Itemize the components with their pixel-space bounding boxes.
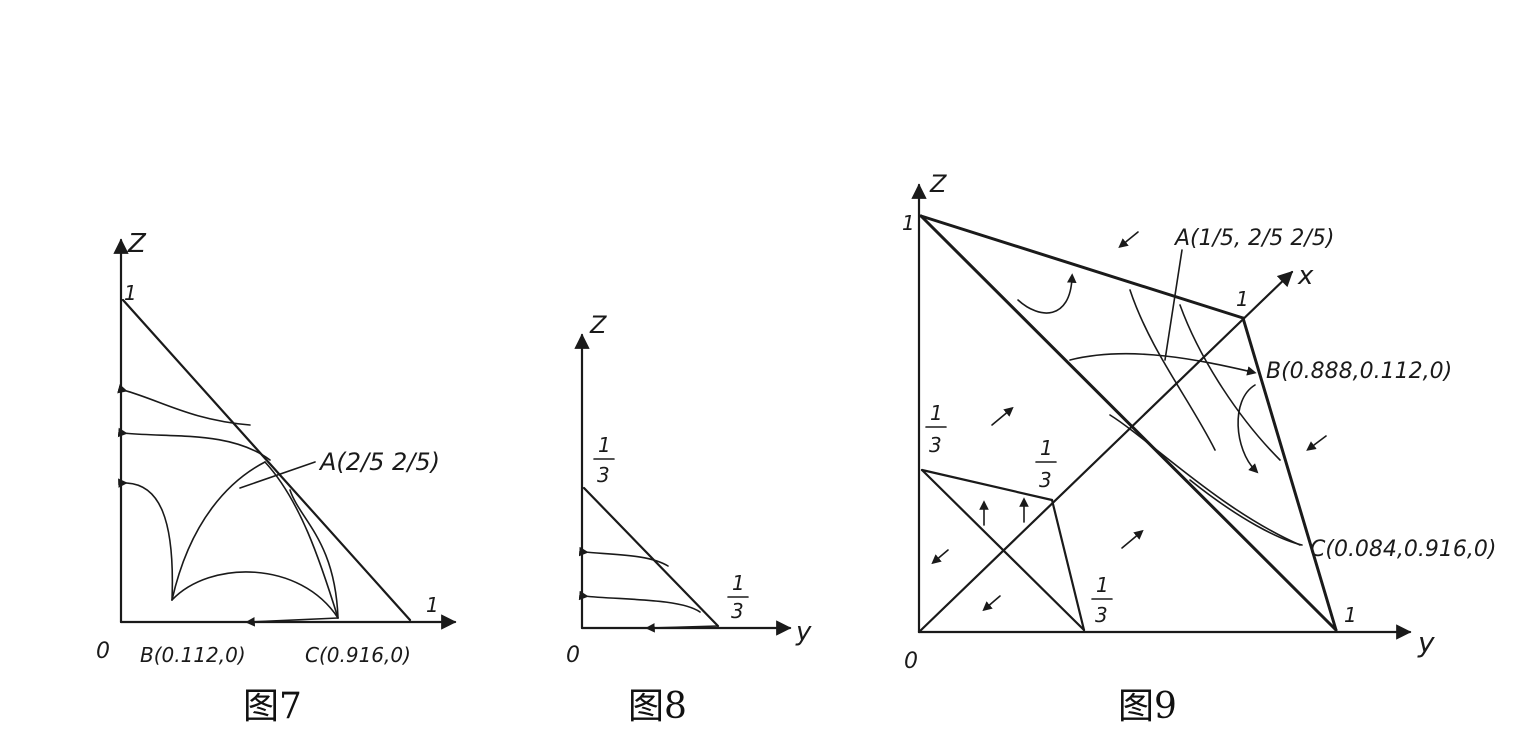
- figure-7: Z 1 1 0 A(2/5 2/5) B(0.112,0) C(0.916,0)…: [96, 229, 457, 727]
- fig7-y-tick: 1: [426, 593, 439, 617]
- fig9-a-leader: [1164, 249, 1183, 361]
- fig9-third-z-num: 1: [930, 401, 943, 425]
- fig7-point-b: B(0.112,0): [140, 643, 246, 667]
- fig8-z-label: Z: [589, 311, 607, 339]
- fig7-point-a: A(2/5 2/5): [318, 448, 440, 476]
- fig9-trajectory-1: [1017, 273, 1077, 314]
- fig9-inner-edge-zy: [920, 468, 1086, 632]
- fig7-point-c: C(0.916,0): [305, 643, 411, 667]
- fig8-trajectory-1: [578, 546, 669, 567]
- fig9-x-tick: 1: [1236, 287, 1249, 311]
- fig9-trajectory-5: [1237, 384, 1259, 474]
- fig9-edge-xy: [1241, 316, 1338, 632]
- fig7-trajectory-5: [264, 461, 339, 619]
- fig9-field-arrow-4: [1306, 435, 1327, 451]
- fig7-axis-flow: [245, 616, 339, 627]
- fig9-third-x-num: 1: [1040, 436, 1053, 460]
- fig9-third-y-den: 3: [1095, 603, 1108, 627]
- fig9-x-label: x: [1297, 261, 1314, 291]
- fig9-z-tick: 1: [902, 211, 915, 235]
- fig8-z-tick-den: 3: [597, 463, 610, 487]
- fig9-x-axis: [917, 270, 1294, 634]
- fig9-y-tick: 1: [1344, 603, 1357, 627]
- fig9-third-x-den: 3: [1039, 468, 1052, 492]
- fig9-z-label: Z: [929, 170, 947, 198]
- fig9-field-arrow-1: [1118, 231, 1139, 249]
- fig7-trajectory-4: [171, 461, 266, 601]
- fig9-point-b: B(0.888,0.112,0): [1266, 359, 1452, 384]
- fig9-edge-zy: [919, 214, 1338, 632]
- fig8-trajectory-2: [578, 590, 701, 613]
- fig7-trajectory-1: [117, 384, 251, 426]
- fig9-origin: 0: [904, 649, 918, 674]
- fig9-field-arrow-6: [982, 595, 1001, 612]
- fig9-point-c: C(0.084,0.916,0): [1310, 537, 1496, 562]
- fig7-trajectory-6: [171, 571, 339, 619]
- fig9-trajectory-7: [1189, 479, 1303, 546]
- figure-9: Z y x 0 1 1 1 1 3 1 3 1 3 A(1/5, 2/5 2/5…: [902, 170, 1496, 727]
- fig9-field-arrow-3: [1121, 529, 1144, 549]
- fig7-origin: 0: [96, 639, 110, 664]
- fig9-field-arrow-5: [931, 549, 949, 565]
- fig7-trajectory-2: [117, 427, 271, 461]
- fig9-trajectory-3: [1129, 289, 1216, 451]
- fig9-field-arrow-2: [991, 406, 1014, 426]
- fig9-inner-edge-zx: [920, 468, 1054, 502]
- fig8-axis-flow: [645, 623, 719, 633]
- fig9-point-a: A(1/5, 2/5 2/5): [1173, 226, 1334, 251]
- fig8-origin: 0: [566, 643, 580, 668]
- fig7-z-tick: 1: [124, 281, 137, 305]
- fig7-trajectory-7: [289, 489, 339, 619]
- fig9-trajectory-6: [1109, 414, 1301, 546]
- fig7-z-label: Z: [127, 229, 147, 259]
- fig8-z-tick-num: 1: [598, 433, 611, 457]
- fig9-third-z-den: 3: [929, 433, 942, 457]
- fig9-trajectory-2: [1069, 352, 1257, 376]
- fig8-boundary-line: [582, 486, 720, 628]
- fig7-trajectory-3: [118, 478, 174, 601]
- fig9-edge-zx: [919, 214, 1245, 320]
- figure-8: Z y 0 1 3 1 3 图8: [566, 311, 812, 727]
- fig8-y-label: y: [795, 617, 812, 647]
- fig9-third-y-num: 1: [1096, 573, 1109, 597]
- fig9-inner-edge-xy: [1050, 498, 1086, 632]
- fig7-a-leader: [239, 461, 316, 489]
- fig8-y-tick-den: 3: [731, 599, 744, 623]
- fig9-caption: 图9: [1118, 686, 1177, 727]
- fig9-trajectory-4: [1179, 304, 1281, 461]
- fig8-caption: 图8: [628, 686, 687, 727]
- fig7-boundary-line: [121, 298, 412, 622]
- fig8-y-tick-num: 1: [732, 571, 745, 595]
- fig9-y-label: y: [1417, 626, 1435, 659]
- fig7-caption: 图7: [243, 686, 302, 727]
